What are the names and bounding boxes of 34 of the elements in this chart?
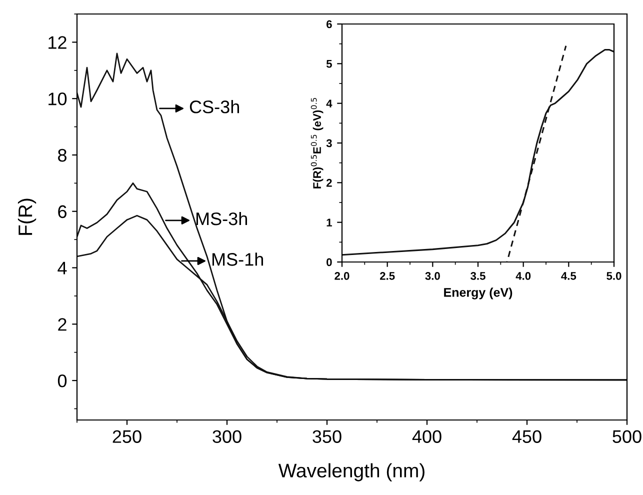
y-tick-label: 2	[58, 318, 66, 331]
x-tick-label: 4.5	[561, 272, 576, 280]
x-tick-label: 5.0	[606, 272, 622, 280]
y-tick-label: 5	[326, 60, 332, 68]
y-tick-label: 8	[58, 148, 66, 162]
y-tick-label: 2	[326, 178, 332, 187]
y-tick-label: 3	[326, 139, 332, 148]
y-tick-label: 1	[326, 218, 332, 226]
x-tick-label: 350	[312, 430, 342, 443]
annotation: CS-3h	[190, 100, 240, 114]
x-tick-label: 300	[212, 430, 242, 443]
x-tick-label: 4.0	[516, 272, 531, 280]
x-axis-title: Energy (eV)	[444, 288, 512, 300]
x-tick-label: 3.5	[470, 272, 486, 280]
y-tick-label: 0	[326, 258, 332, 266]
x-tick-label: 500	[612, 430, 642, 443]
x-tick-label: 400	[412, 430, 442, 443]
y-axis-title: F(R)$^{0.5}$E$^{0.5}$ (eV)$^{0.5}$	[310, 98, 324, 188]
x-tick-label: 2.5	[380, 272, 395, 280]
x-tick-label: 3.0	[425, 272, 440, 280]
x-tick-label: 250	[112, 430, 142, 443]
x-axis-title: Wavelength (nm)	[278, 463, 424, 482]
y-tick-label: 4	[58, 262, 67, 274]
y-tick-label: 4	[326, 100, 332, 108]
y-tick-label: 12	[48, 36, 66, 49]
x-tick-label: 2.0	[334, 272, 350, 280]
y-tick-label: 6	[58, 205, 66, 218]
y-tick-label: 10	[48, 92, 67, 106]
annotation: MS-3h	[196, 212, 248, 226]
annotation: MS-1h	[212, 252, 264, 266]
y-tick-label: 6	[326, 20, 332, 28]
x-tick-label: 450	[512, 430, 542, 443]
y-tick-label: 0	[58, 374, 67, 388]
y-axis-title: F(R)	[18, 198, 36, 235]
